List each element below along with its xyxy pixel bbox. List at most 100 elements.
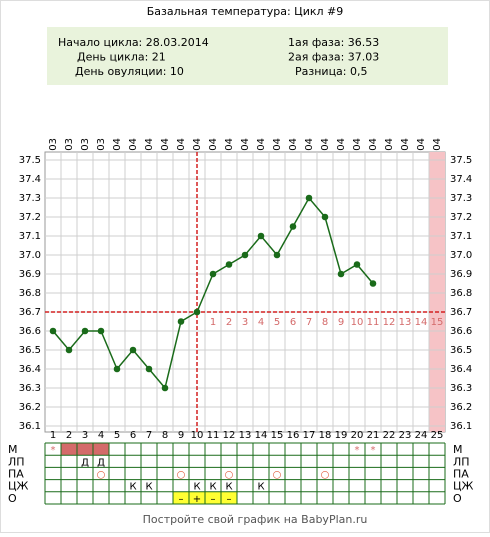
temperature-point bbox=[209, 270, 217, 278]
y-tick-label: 36.6 bbox=[450, 326, 472, 337]
y-tick-label: 36.8 bbox=[19, 288, 41, 299]
cell-mark: К bbox=[257, 482, 264, 493]
temperature-point bbox=[369, 280, 377, 287]
y-tick-label: 36.5 bbox=[19, 345, 41, 356]
day-label: 14 bbox=[255, 430, 268, 441]
y-tick-label: 37.0 bbox=[450, 250, 472, 261]
post-ovulation-day: 1 bbox=[210, 317, 216, 328]
row-label: ЦЖ bbox=[453, 480, 474, 493]
y-tick-label: 37.5 bbox=[450, 155, 472, 166]
post-ovulation-day: 10 bbox=[351, 317, 364, 328]
y-tick-label: 36.9 bbox=[19, 269, 41, 280]
day-label: 24 bbox=[415, 430, 428, 441]
cell-mark: К bbox=[193, 482, 200, 493]
temperature-point bbox=[193, 308, 201, 316]
day-label: 6 bbox=[130, 430, 136, 441]
row-label: ПА bbox=[453, 468, 469, 481]
footer: Постройте свой график на BabyPlan.ru bbox=[143, 513, 368, 526]
temperature-point bbox=[337, 270, 345, 278]
y-tick-label: 36.6 bbox=[19, 326, 41, 337]
temperature-point bbox=[353, 261, 361, 268]
y-tick-label: 37.5 bbox=[19, 155, 41, 166]
day-label: 4 bbox=[98, 430, 104, 441]
y-tick-label: 36.7 bbox=[450, 307, 472, 318]
cell-mark: К bbox=[209, 482, 216, 493]
info-text: 2ая фаза: 37.03 bbox=[288, 51, 379, 64]
day-label: 22 bbox=[383, 430, 396, 441]
info-box bbox=[47, 27, 448, 85]
temperature-point bbox=[129, 346, 137, 354]
temperature-point bbox=[273, 251, 281, 259]
day-label: 10 bbox=[191, 430, 204, 441]
day-label: 21 bbox=[367, 430, 380, 441]
y-tick-label: 36.1 bbox=[450, 421, 472, 432]
day-label: 15 bbox=[271, 430, 284, 441]
y-tick-label: 36.3 bbox=[450, 383, 472, 394]
temperature-point bbox=[97, 327, 105, 335]
temperature-point bbox=[145, 365, 153, 373]
day-label: 7 bbox=[146, 430, 152, 441]
cell-mark: * bbox=[371, 445, 376, 456]
y-tick-label: 36.2 bbox=[450, 402, 472, 413]
info-text: Разница: 0,5 bbox=[295, 65, 368, 78]
temperature-point bbox=[161, 384, 169, 392]
chart-title: Базальная температура: Цикл #9 bbox=[147, 5, 344, 18]
y-tick-label: 37.2 bbox=[450, 212, 472, 223]
temperature-point bbox=[241, 251, 249, 259]
day-label: 11 bbox=[207, 430, 220, 441]
post-ovulation-day: 12 bbox=[383, 317, 396, 328]
post-ovulation-day: 4 bbox=[258, 317, 264, 328]
row-label: О bbox=[453, 492, 462, 505]
cell-mark: ○ bbox=[321, 470, 330, 481]
filled-cell bbox=[77, 443, 93, 456]
row-label: О bbox=[8, 492, 17, 505]
cell-mark: ○ bbox=[225, 470, 234, 481]
cell-mark: К bbox=[225, 482, 232, 493]
post-ovulation-day: 2 bbox=[226, 317, 232, 328]
info-text: День цикла: 21 bbox=[77, 51, 166, 64]
day-label: 25 bbox=[431, 430, 444, 441]
cell-mark: Д bbox=[97, 457, 105, 468]
temperature-point bbox=[65, 346, 73, 354]
y-tick-label: 36.4 bbox=[19, 364, 41, 375]
filled-cell bbox=[189, 491, 205, 504]
row-label: ЦЖ bbox=[8, 480, 29, 493]
temperature-point bbox=[289, 223, 297, 230]
post-ovulation-day: 5 bbox=[274, 317, 280, 328]
day-label: 20 bbox=[351, 430, 364, 441]
cell-mark: * bbox=[51, 445, 56, 456]
temperature-point bbox=[113, 365, 121, 373]
temperature-point bbox=[81, 327, 89, 335]
y-tick-label: 37.1 bbox=[450, 231, 472, 242]
y-tick-label: 37.4 bbox=[19, 174, 41, 185]
info-text: Начало цикла: 28.03.2014 bbox=[58, 36, 209, 49]
filled-cell bbox=[205, 491, 221, 504]
info-text: 1ая фаза: 36.53 bbox=[288, 36, 379, 49]
post-ovulation-day: 3 bbox=[242, 317, 248, 328]
post-ovulation-day: 15 bbox=[431, 317, 444, 328]
plot-area bbox=[44, 151, 446, 433]
day-label: 19 bbox=[335, 430, 348, 441]
y-tick-label: 36.3 bbox=[19, 383, 41, 394]
temperature-point bbox=[177, 318, 185, 325]
post-ovulation-day: 8 bbox=[322, 317, 328, 328]
cell-mark: – bbox=[179, 494, 184, 505]
y-tick-label: 36.5 bbox=[450, 345, 472, 356]
row-label: ЛП bbox=[453, 455, 470, 468]
temperature-point bbox=[257, 232, 265, 240]
y-tick-label: 37.4 bbox=[450, 174, 472, 185]
cell-mark: – bbox=[211, 494, 216, 505]
filled-cell bbox=[173, 491, 189, 504]
cell-mark: ○ bbox=[177, 470, 186, 481]
day-label: 23 bbox=[399, 430, 412, 441]
post-ovulation-day: 7 bbox=[306, 317, 312, 328]
day-label: 1 bbox=[50, 430, 56, 441]
post-ovulation-day: 11 bbox=[367, 317, 380, 328]
y-tick-label: 37.2 bbox=[19, 212, 41, 223]
filled-cell bbox=[93, 443, 109, 456]
cell-mark: * bbox=[355, 445, 360, 456]
temperature-point bbox=[225, 261, 233, 268]
cell-mark: ○ bbox=[97, 470, 106, 481]
row-label: ПА bbox=[8, 468, 24, 481]
